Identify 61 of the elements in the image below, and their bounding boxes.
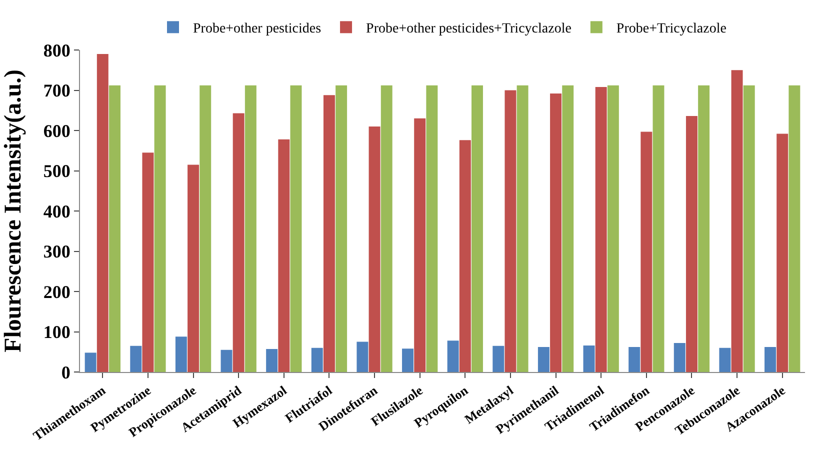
bar [447,340,459,372]
bar [414,118,426,372]
bar [607,85,619,372]
bar [472,85,483,372]
y-tick-label: 600 [43,120,70,141]
legend-label: Probe+other pesticides [193,22,322,37]
bar [459,140,471,372]
bar [492,346,504,372]
bar [595,87,607,372]
legend-label: Probe+Tricyclazole [616,22,726,37]
y-tick-label: 500 [43,161,70,182]
bar [776,134,788,372]
bar [175,336,187,372]
bar [278,139,290,372]
bar [220,350,232,372]
bar [96,54,108,372]
bar [538,347,550,372]
bar [583,345,595,372]
bar [109,85,120,372]
bar [698,85,710,372]
y-tick-label: 400 [43,201,70,222]
bar [200,85,212,372]
bar [516,85,528,372]
bar [788,85,800,372]
y-tick-label: 200 [43,282,70,302]
y-tick-label: 100 [43,322,70,342]
bar [244,85,256,372]
bar [188,164,200,372]
bar [142,152,154,372]
bar [154,85,166,372]
bar [674,343,686,372]
bar [628,347,640,372]
y-tick-label: 0 [61,362,70,382]
bar [380,85,392,372]
bar [368,126,380,372]
y-axis-title: Flourescence Intensity(a.u.) [0,70,26,352]
bar [764,347,776,372]
bar [719,348,731,372]
bar [426,85,438,372]
y-tick-label: 300 [43,242,70,262]
y-tick-label: 700 [43,80,70,101]
bar [686,116,698,372]
bar [550,93,562,372]
bar [731,70,743,372]
bar [311,348,323,372]
y-tick-label: 800 [43,40,70,60]
bar [232,113,244,372]
bar [504,90,516,372]
bar [84,352,96,372]
bar [336,85,348,372]
bar [640,132,652,372]
bar [130,346,142,372]
bar [356,342,368,372]
bar [290,85,302,372]
bar [652,85,664,372]
legend-label: Probe+other pesticides+Tricyclazole [366,22,572,37]
bar [323,95,335,372]
bar [402,348,414,372]
bar [266,349,278,372]
bar [743,85,755,372]
bar [562,85,574,372]
